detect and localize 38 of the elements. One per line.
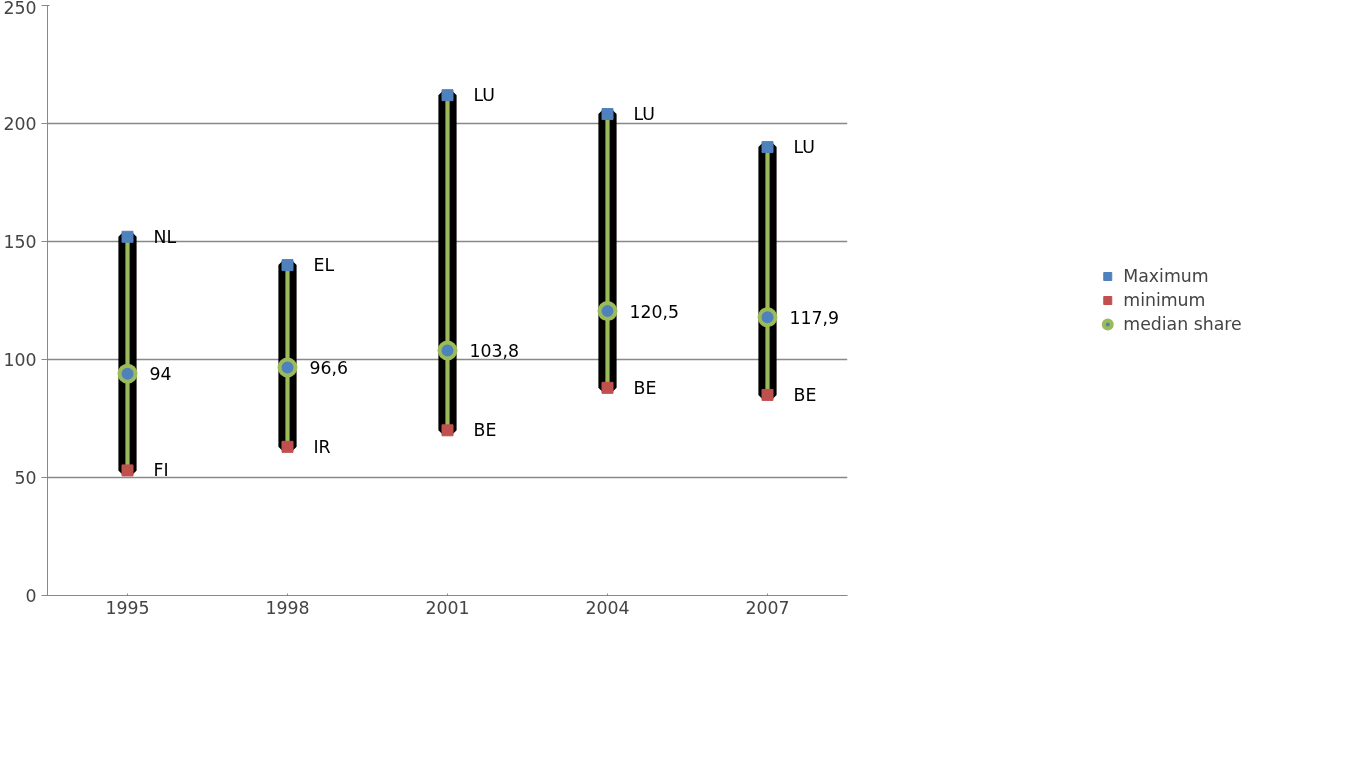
data-label: 120,5	[629, 301, 680, 322]
annotation: BE	[633, 377, 657, 398]
point	[277, 357, 298, 378]
data-label: 103,8	[469, 341, 520, 362]
y-tick-label: 100	[3, 350, 37, 370]
point	[281, 440, 294, 453]
y-tick-label: 50	[14, 468, 37, 488]
annotation: IR	[313, 436, 331, 457]
annotation: FI	[153, 460, 169, 481]
x-tick-label: 2001	[425, 597, 470, 618]
x-tick-label: 2004	[585, 597, 630, 618]
data-label: 94	[149, 364, 172, 385]
annotation: LU	[473, 85, 495, 106]
point	[121, 464, 134, 477]
point	[281, 259, 294, 272]
y-tick-label: 200	[3, 114, 37, 134]
y-tick-label: 150	[3, 232, 37, 252]
point	[121, 230, 134, 243]
annotation: LU	[633, 104, 655, 125]
x-tick-label: 2007	[745, 597, 790, 618]
annotation: LU	[793, 137, 815, 158]
x-tick-label: 1998	[265, 597, 310, 618]
point	[761, 141, 774, 154]
point	[761, 388, 774, 401]
annotation: EL	[313, 255, 335, 276]
annotation: BE	[473, 420, 497, 441]
annotation: NL	[153, 226, 177, 247]
point	[757, 307, 778, 328]
x-tick-label: 1995	[105, 597, 150, 618]
legend-label: median share	[1123, 314, 1242, 334]
legend-label: minimum	[1123, 290, 1206, 310]
point	[117, 363, 138, 384]
data-label: 117,9	[789, 307, 840, 328]
data-label: 96,6	[309, 358, 349, 379]
y-tick-label: 0	[25, 586, 37, 606]
annotation: BE	[793, 384, 817, 405]
legend-label: Maximum	[1123, 266, 1209, 286]
y-tick-label: 250	[3, 0, 37, 18]
